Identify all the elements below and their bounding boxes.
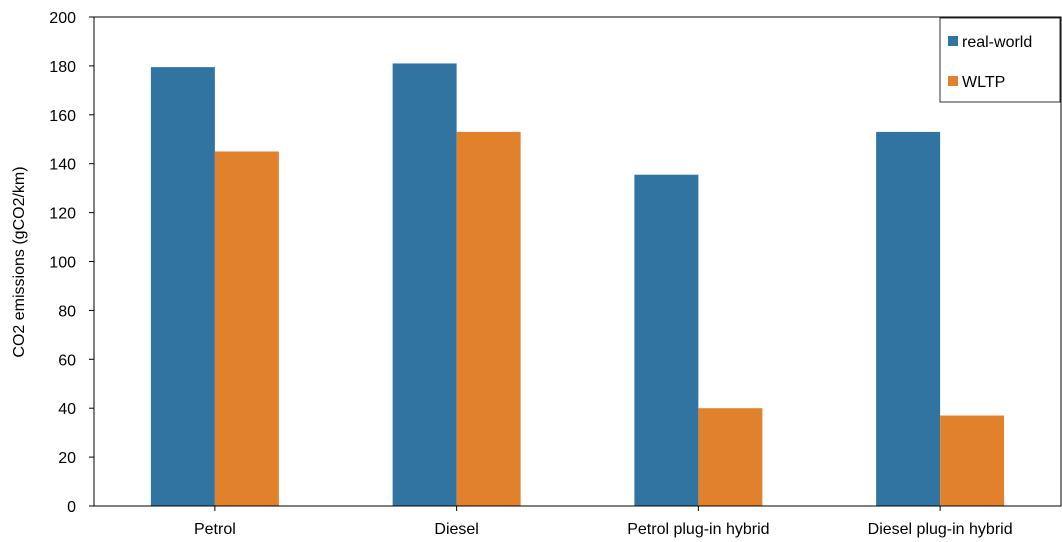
x-tick-label-petrol: Petrol [194, 521, 236, 538]
axes-layer [89, 16, 1062, 511]
y-tick-label: 140 [49, 157, 76, 174]
bar-real-world-diesel-plug-in-hybrid [876, 131, 941, 507]
legend-label-real-world: real-world [962, 34, 1032, 51]
bar-wltp-diesel-plug-in-hybrid [940, 415, 1005, 506]
bar-real-world-petrol [150, 67, 215, 506]
bar-wltp-petrol-plug-in-hybrid [698, 408, 763, 506]
y-tick-label: 120 [49, 206, 76, 223]
legend-swatch-real-world [948, 36, 958, 46]
y-tick-label: 200 [49, 10, 76, 27]
legend-swatch-wltp [948, 76, 958, 86]
y-tick-label: 0 [67, 499, 76, 516]
bars-layer [150, 63, 1005, 507]
bar-real-world-petrol-plug-in-hybrid [634, 174, 699, 506]
legend-box [939, 17, 1061, 103]
y-tick-labels: 0 20 40 60 80 100 120 140 160 180 200 [49, 10, 76, 516]
x-tick-label-diesel-plug-in-hybrid: Diesel plug-in hybrid [868, 521, 1013, 538]
bar-real-world-diesel [392, 63, 457, 507]
bar-wltp-diesel [456, 131, 521, 507]
y-tick-label: 60 [58, 352, 76, 369]
legend-label-wltp: WLTP [962, 74, 1005, 91]
y-tick-label: 180 [49, 59, 76, 76]
bar-wltp-petrol [214, 151, 279, 506]
y-axis-title: CO2 emissions (gCO2/km) [11, 166, 28, 357]
x-tick-labels: Petrol Diesel Petrol plug-in hybrid Diesel … [194, 521, 1013, 538]
y-tick-label: 100 [49, 255, 76, 272]
y-tick-label: 160 [49, 108, 76, 125]
x-tick-label-diesel: Diesel [434, 521, 478, 538]
y-tick-label: 80 [58, 303, 76, 320]
y-tick-label: 40 [58, 401, 76, 418]
y-tick-label: 20 [58, 450, 76, 467]
x-tick-label-petrol-plug-in-hybrid: Petrol plug-in hybrid [627, 521, 769, 538]
legend: real-world WLTP [939, 17, 1061, 103]
